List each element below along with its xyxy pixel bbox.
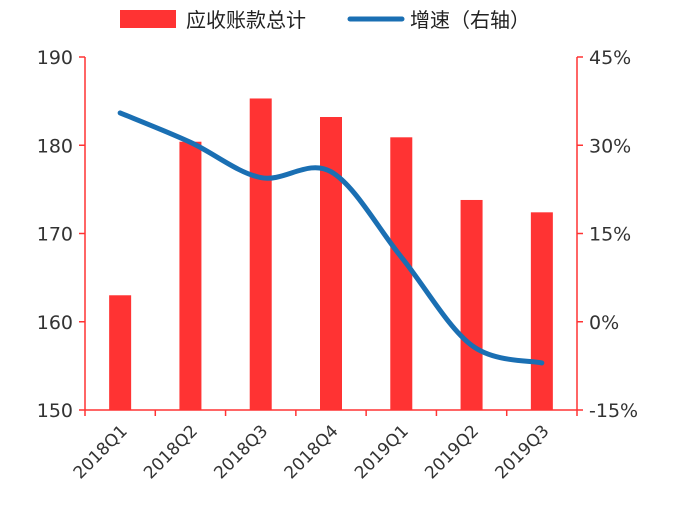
legend-bar-swatch — [120, 10, 176, 28]
bar-2018Q3 — [250, 98, 272, 410]
right-axis-tick-labels: -15% 0% 15% 30% 45% — [589, 47, 638, 422]
left-tick-label: 150 — [37, 400, 73, 422]
bar-2019Q2 — [461, 200, 483, 410]
left-tick-label: 170 — [37, 224, 73, 246]
legend-line-label: 增速（右轴） — [410, 8, 530, 32]
x-tick-label: 2018Q1 — [70, 421, 132, 483]
bar-2019Q3 — [531, 212, 553, 410]
bar-2019Q1 — [390, 137, 412, 410]
right-tick-label: 45% — [589, 47, 631, 69]
left-axis-tick-labels: 150 160 170 180 190 — [37, 47, 73, 422]
x-tick-label: 2018Q4 — [281, 421, 343, 483]
legend: 应收账款总计 增速（右轴） — [120, 8, 530, 32]
x-tick-label: 2018Q2 — [140, 421, 202, 483]
left-tick-label: 160 — [37, 312, 73, 334]
right-tick-label: 0% — [589, 312, 619, 334]
legend-bar-label: 应收账款总计 — [186, 8, 306, 32]
x-tick-label: 2019Q3 — [492, 421, 554, 483]
left-tick-label: 180 — [37, 135, 73, 157]
bar-2018Q4 — [320, 117, 342, 410]
x-tick-label: 2019Q2 — [421, 421, 483, 483]
bar-2018Q1 — [109, 295, 131, 410]
right-tick-label: 15% — [589, 224, 631, 246]
right-tick-label: -15% — [589, 400, 638, 422]
right-tick-label: 30% — [589, 135, 631, 157]
x-tick-label: 2019Q1 — [351, 421, 413, 483]
bar-2018Q2 — [179, 142, 201, 410]
x-tick-label: 2018Q3 — [210, 421, 272, 483]
bar-series — [109, 98, 553, 410]
left-tick-label: 190 — [37, 47, 73, 69]
